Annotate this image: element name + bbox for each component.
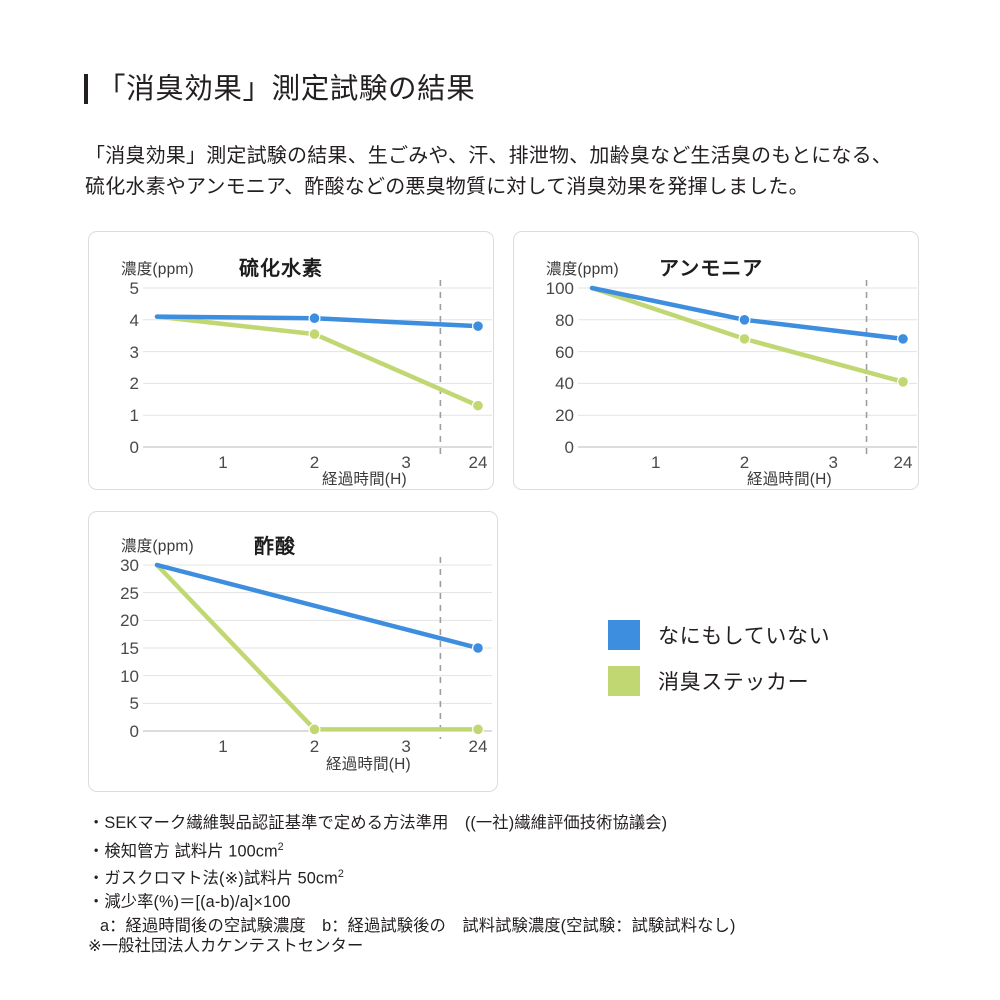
- lead-line-1: 「消臭効果」測定試験の結果、生ごみや、汗、排泄物、加齢臭など生活臭のもとになる、: [85, 145, 892, 167]
- chart-legend: なにもしていない 消臭ステッカー: [608, 612, 830, 704]
- x-tick-nh3-24: 24: [893, 453, 913, 472]
- x-axis-label-nh3: 経過時間(H): [747, 471, 832, 488]
- footnotes: ・SEKマーク繊維製品認証基準で定める方法準用 ((一社)繊維評価技術協議会) …: [88, 812, 735, 938]
- y-tick-aa-25: 25: [120, 583, 139, 603]
- y-tick-h2s-0: 0: [129, 438, 139, 457]
- data-point-aa: [472, 723, 485, 736]
- x-axis-label-aa: 経過時間(H): [326, 756, 411, 773]
- legend-item-sticker: 消臭ステッカー: [608, 658, 830, 704]
- legend-label-sticker: 消臭ステッカー: [658, 671, 810, 694]
- y-tick-nh3-60: 60: [555, 342, 574, 362]
- y-tick-h2s-4: 4: [129, 310, 139, 330]
- chart-inner-acetic-acid: 濃度(ppm) 酢酸経過時間(H) 30 25 20 15 10 5 0 1 2 3 24: [89, 512, 497, 791]
- legend-item-untreated: なにもしていない: [608, 612, 830, 658]
- y-tick-h2s-1: 1: [129, 406, 139, 426]
- y-tick-nh3-0: 0: [564, 438, 574, 457]
- x-tick-aa-3: 3: [401, 737, 411, 756]
- lead-paragraph: 「消臭効果」測定試験の結果、生ごみや、汗、排泄物、加齢臭など生活臭のもとになる、…: [85, 141, 892, 203]
- x-tick-nh3-2: 2: [739, 453, 750, 472]
- title-accent-bar: [84, 74, 88, 104]
- footnote-line-3-sup: 2: [337, 868, 344, 881]
- y-tick-aa-30: 30: [120, 556, 139, 575]
- chart-card-ammonia: 濃度(ppm) アンモニア経過時間(H) 100 80 60 40 20 0 1 2 3 24: [513, 231, 919, 490]
- legend-swatch-green: [608, 666, 640, 696]
- chart-title-h2s: 硫化水素: [239, 258, 323, 280]
- page-title: 「消臭効果」測定試験の結果: [84, 74, 475, 104]
- plot-area-h2s: [143, 280, 492, 455]
- x-tick-nh3-1: 1: [651, 453, 661, 472]
- x-tick-aa-2: 2: [309, 737, 320, 756]
- y-tick-nh3-100: 100: [545, 279, 574, 298]
- legend-label-untreated: なにもしていない: [658, 625, 831, 648]
- footnote-source: ※一般社団法人カケンテストセンター: [88, 937, 364, 955]
- y-tick-h2s-3: 3: [129, 342, 139, 362]
- x-tick-h2s-3: 3: [401, 453, 411, 472]
- x-tick-aa-1: 1: [218, 737, 228, 756]
- plot-area-nh3: [578, 280, 917, 455]
- y-tick-nh3-40: 40: [555, 374, 574, 394]
- y-tick-aa-15: 15: [120, 639, 139, 658]
- y-tick-h2s-5: 5: [129, 279, 139, 298]
- y-tick-aa-20: 20: [120, 611, 139, 631]
- footnote-line-3-text: ・ガスクロマト法(※)試料片 50cm: [88, 869, 338, 888]
- page-title-text: 「消臭効果」測定試験の結果: [97, 72, 476, 105]
- footnote-line-2-text: ・検知管方 試料片 100cm: [88, 841, 278, 860]
- chart-card-acetic-acid: 濃度(ppm) 酢酸経過時間(H) 30 25 20 15 10 5 0 1 2 3 24: [88, 511, 498, 792]
- chart-inner-ammonia: 濃度(ppm) アンモニア経過時間(H) 100 80 60 40 20 0 1 2 3 24: [514, 232, 918, 489]
- footnote-line-2: ・検知管方 試料片 100cm2: [88, 836, 735, 864]
- y-tick-nh3-80: 80: [555, 310, 574, 330]
- y-tick-aa-10: 10: [120, 666, 139, 686]
- x-tick-nh3-3: 3: [828, 453, 838, 472]
- x-tick-h2s-24: 24: [468, 453, 488, 472]
- lead-line-2: 硫化水素やアンモニア、酢酸などの悪臭物質に対して消臭効果を発揮しました。: [85, 176, 809, 198]
- x-tick-h2s-1: 1: [218, 453, 228, 472]
- chart-title-aa: 酢酸: [254, 536, 296, 558]
- y-axis-label-nh3: 濃度(ppm): [546, 261, 619, 278]
- data-point-h2s: [472, 320, 485, 333]
- data-point-h2s: [472, 399, 485, 412]
- y-axis-label-h2s: 濃度(ppm): [121, 261, 194, 278]
- footnote-line-1: ・SEKマーク繊維製品認証基準で定める方法準用 ((一社)繊維評価技術協議会): [88, 814, 668, 832]
- data-point-aa: [472, 642, 485, 655]
- x-tick-h2s-2: 2: [309, 453, 320, 472]
- x-tick-aa-24: 24: [468, 737, 488, 756]
- data-point-h2s: [308, 312, 321, 325]
- y-axis-label-aa: 濃度(ppm): [121, 538, 194, 555]
- data-point-nh3: [738, 313, 751, 326]
- x-axis-label-h2s: 経過時間(H): [322, 471, 407, 488]
- data-point-nh3: [738, 332, 751, 345]
- chart-inner-hydrogen-sulfide: 濃度(ppm) 硫化水素経過時間(H) 5 4 3 2 1 0 1 2 3 24: [89, 232, 493, 489]
- y-tick-aa-5: 5: [129, 694, 139, 714]
- footnote-line-3: ・ガスクロマト法(※)試料片 50cm2: [88, 863, 735, 891]
- plot-area-aa: [143, 557, 492, 739]
- legend-swatch-blue: [608, 620, 640, 650]
- y-tick-nh3-20: 20: [555, 406, 574, 426]
- data-point-aa: [308, 723, 321, 736]
- footnote-line-5: a：経過時間後の空試験濃度 b：経過試験後の 試料試験濃度(空試験：試験試料なし…: [100, 916, 736, 935]
- y-tick-h2s-2: 2: [129, 374, 139, 394]
- data-point-h2s: [308, 328, 321, 341]
- data-point-nh3: [897, 332, 910, 345]
- footnote-line-4: ・減少率(%)＝[(a-b)/a]×100: [88, 893, 291, 912]
- chart-card-hydrogen-sulfide: 濃度(ppm) 硫化水素経過時間(H) 5 4 3 2 1 0 1 2 3 24: [88, 231, 494, 490]
- data-point-nh3: [897, 375, 910, 388]
- chart-title-nh3: アンモニア: [659, 258, 764, 280]
- y-tick-aa-0: 0: [129, 722, 139, 741]
- footnote-line-2-sup: 2: [277, 840, 284, 853]
